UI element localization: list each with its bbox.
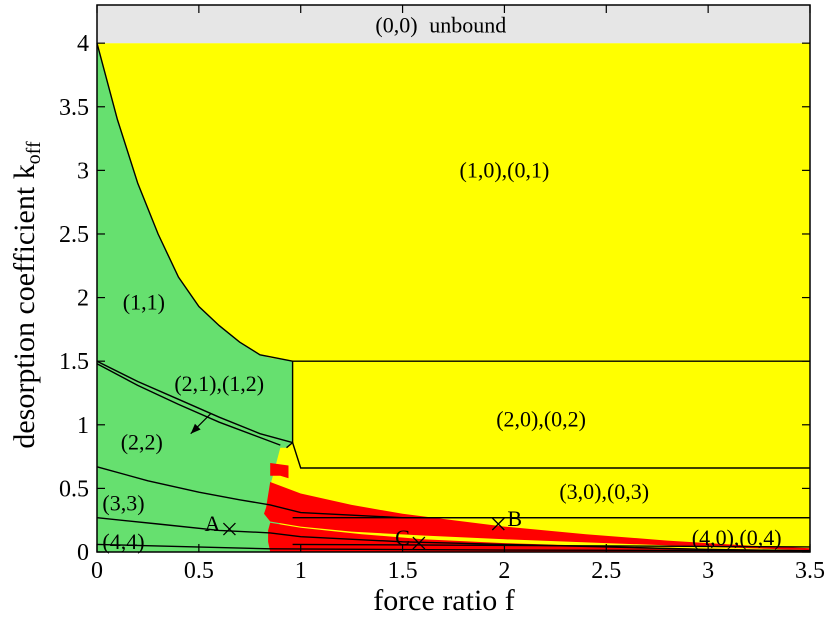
line-boundary-21-upper <box>96 360 810 469</box>
line-boundary-22 <box>96 466 810 519</box>
marker-cross <box>412 536 426 550</box>
x-tick-label: 3.5 <box>795 558 825 584</box>
region-label: (0,0) <box>375 12 417 37</box>
y-tick-label: 2 <box>77 286 89 312</box>
x-axis-title: force ratio f <box>373 584 515 617</box>
region-label: unbound <box>429 12 506 37</box>
x-tick-label: 2.5 <box>591 558 621 584</box>
y-tick-label: 0 <box>77 540 89 566</box>
y-tick-label: 0.5 <box>59 476 89 502</box>
y-tick-label: 4 <box>77 31 89 57</box>
y-tick-label: 1.5 <box>59 349 89 375</box>
region-label: (3,0),(0,3) <box>559 479 649 504</box>
boundary-lines-layer <box>96 43 811 552</box>
x-tick-label: 0.5 <box>184 558 214 584</box>
line-boundary-21-lower <box>96 363 281 446</box>
x-tick-label: 2 <box>498 558 510 584</box>
plot-frame <box>96 4 811 553</box>
markers-layer: A B C <box>205 506 522 550</box>
region-label: (2,1),(1,2) <box>174 371 264 396</box>
x-tick-label: 0 <box>91 558 103 584</box>
x-tick-label: 1.5 <box>388 558 418 584</box>
marker-cross <box>491 517 505 531</box>
region-label: (2,2) <box>121 430 163 455</box>
y-axis-title-group: desorption coefficient koff <box>8 141 45 449</box>
line-boundary-33 <box>96 517 811 552</box>
region-labels-layer: (0,0) unbound (1,0),(0,1) (1,1) (2,1),(1,2) (… <box>102 12 781 553</box>
y-tick-label: 3.5 <box>59 95 89 121</box>
region-label: (1,1) <box>123 290 165 315</box>
x-tick-label: 1 <box>295 558 307 584</box>
region-coexist-1 <box>270 463 289 479</box>
y-axis-title: desorption coefficient koff <box>8 141 45 449</box>
region-unbound <box>97 5 810 44</box>
marker-label: B <box>507 506 522 531</box>
region-symmetric <box>97 43 293 552</box>
arrow-head <box>190 423 201 434</box>
y-tick-label: 1 <box>77 413 89 439</box>
regions-layer <box>97 5 811 552</box>
region-label: (1,0),(0,1) <box>460 157 550 182</box>
line-boundary-44 <box>96 543 811 552</box>
marker-cross <box>222 522 236 536</box>
line-boundary-11 <box>96 43 810 362</box>
plot-border <box>96 4 811 553</box>
region-label: (4,0),(0,4) <box>692 525 782 550</box>
y-axis-ticks: 0 0.5 1 1.5 2 2.5 3 3.5 4 <box>59 31 810 566</box>
line-boundary-asym-40 <box>292 543 811 548</box>
marker-label: C <box>395 525 410 550</box>
x-axis-ticks: 0 0.5 1 1.5 2 2.5 3 3.5 <box>91 5 825 584</box>
x-tick-label: 3 <box>702 558 714 584</box>
region-label: (3,3) <box>102 491 144 516</box>
marker-label: A <box>205 511 221 536</box>
y-tick-label: 3 <box>77 158 89 184</box>
region-label: (4,4) <box>102 529 144 554</box>
y-tick-label: 2.5 <box>59 222 89 248</box>
region-coexist-2 <box>264 482 810 551</box>
region-label: (2,0),(0,2) <box>496 407 586 432</box>
